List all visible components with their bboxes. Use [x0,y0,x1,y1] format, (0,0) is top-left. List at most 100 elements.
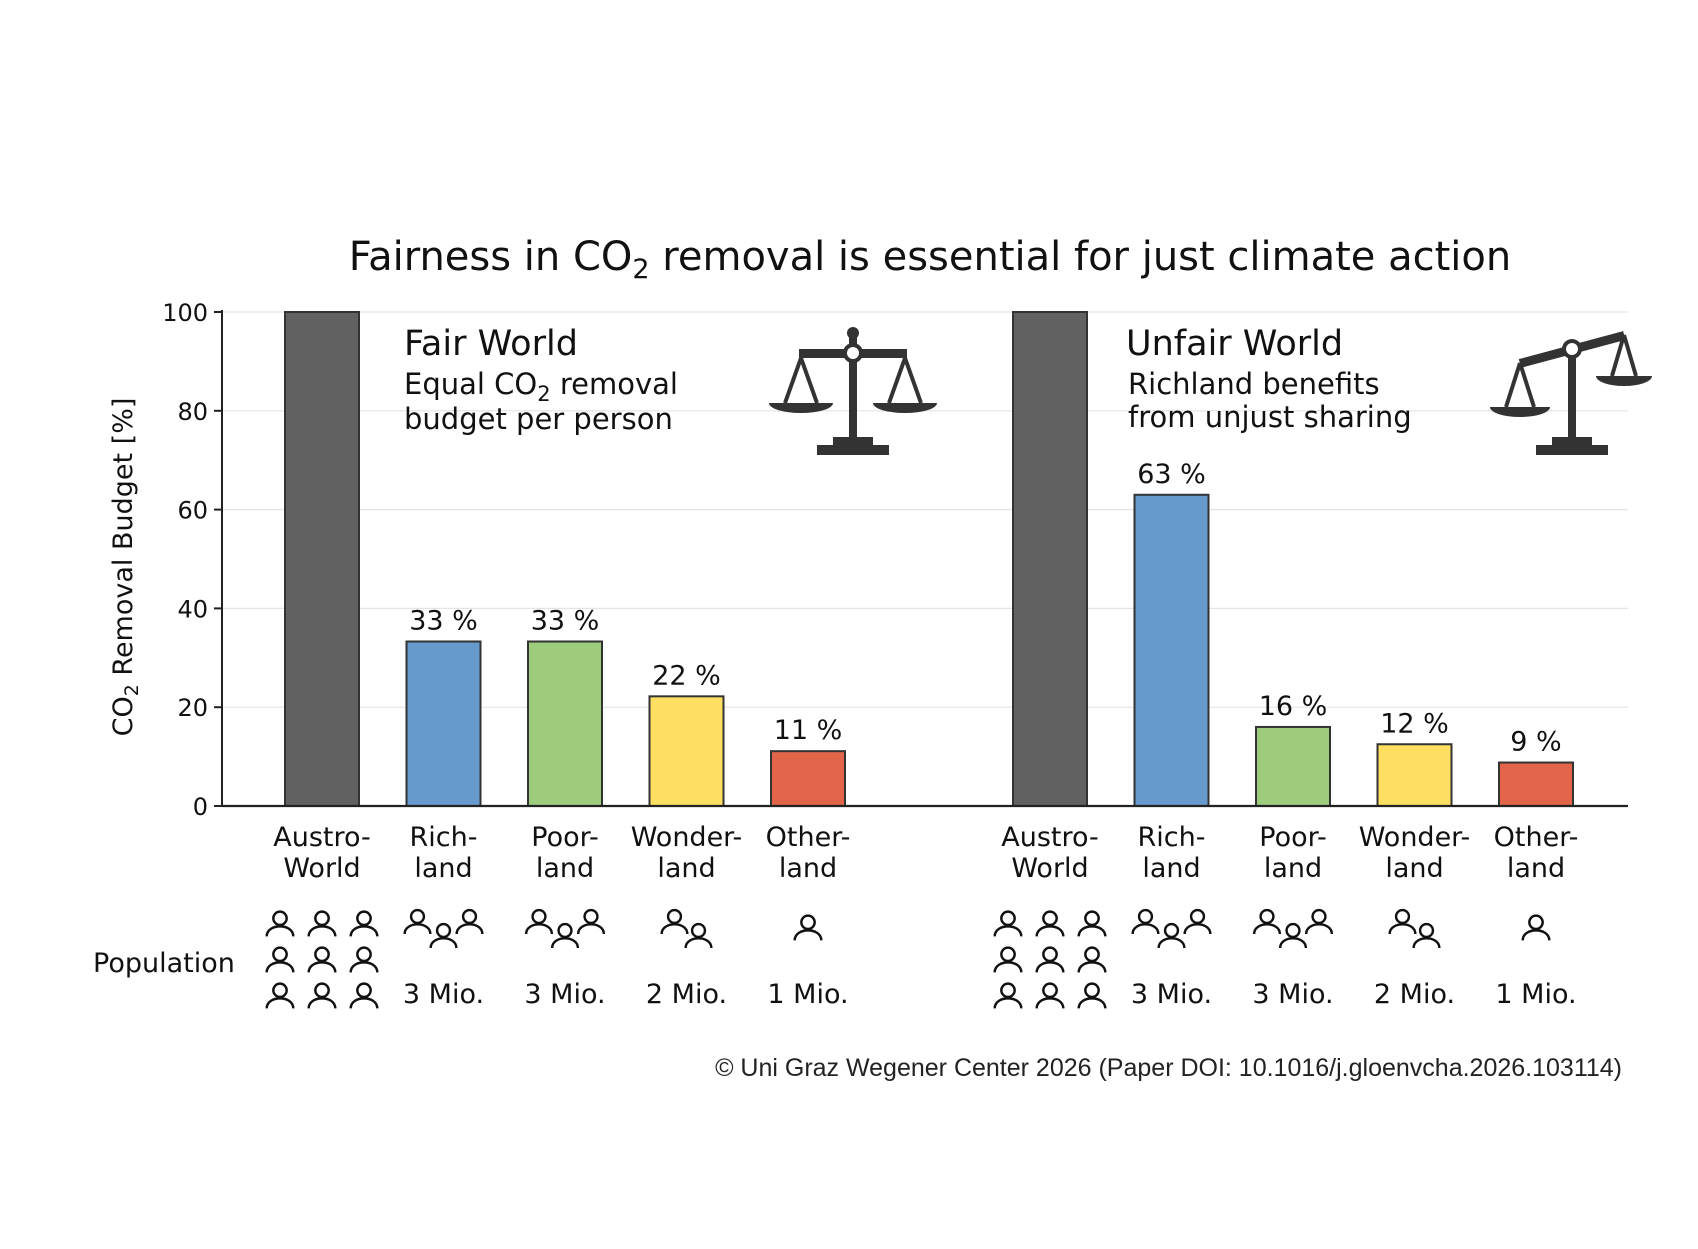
person-icon [265,910,295,937]
data-label: 9 % [1510,727,1561,758]
person-icon [1388,908,1417,935]
person-icon [660,908,689,935]
person-icon [1077,946,1107,973]
person-icon [1521,914,1551,941]
x-tick-label: land [779,853,837,884]
population-value: 1 Mio. [1495,979,1576,1010]
person-icon [349,982,379,1009]
data-label: 11 % [774,715,843,746]
bar-unfair-4 [1498,761,1574,808]
panel-subtitle-unfair-line1: Richland benefits [1128,367,1380,401]
gridlines [222,311,1628,708]
population-value: 3 Mio. [403,979,484,1010]
person-icon [1183,908,1212,935]
panel-unfair-world: Unfair World Richland benefits from unju… [1126,324,1652,455]
person-icon [1077,982,1107,1009]
bar-fair-4 [770,750,846,808]
x-tick-label: Rich- [1138,822,1206,853]
data-label: 16 % [1259,691,1328,722]
bar-unfair-1 [1133,493,1210,807]
x-tick-label: land [1507,853,1565,884]
y-axis-label: CO2 Removal Budget [%] [108,398,143,737]
person-icon [684,922,713,949]
bar-fair-0 [284,311,360,807]
x-tick-label: Rich- [410,822,478,853]
population-label: Population [93,948,235,979]
x-tick-label: land [536,853,594,884]
x-tick-label: Poor- [531,822,598,853]
bar-fair-2 [527,640,603,807]
y-tick-label: 80 [177,398,208,426]
data-label: 22 % [652,660,721,691]
person-icon [307,910,337,937]
person-icon [1278,922,1308,949]
panel-fair-world: Fair World Equal CO2 removal budget per … [404,324,937,455]
data-label: 33 % [409,605,478,636]
person-icon [265,946,295,973]
data-label: 12 % [1380,708,1449,739]
x-tick-label: Wonder- [631,822,743,853]
panel-subtitle-unfair-line2: from unjust sharing [1128,400,1412,434]
person-icon [1035,946,1065,973]
copyright-footer: © Uni Graz Wegener Center 2026 (Paper DO… [715,1054,1622,1082]
bars [284,311,1574,808]
person-icon [576,908,606,935]
x-tick-label: land [1142,853,1200,884]
person-icon [1035,910,1065,937]
population-value: 2 Mio. [1374,979,1455,1010]
x-tick-label: land [1385,853,1443,884]
person-icon [524,908,554,935]
x-tick-label: Poor- [1259,822,1326,853]
person-icon [1304,908,1334,935]
y-tick-label: 0 [193,793,208,821]
person-icon [307,982,337,1009]
data-label: 33 % [531,605,600,636]
x-tick-label: Other- [1494,822,1579,853]
panel-subtitle-fair-line1: Equal CO2 removal [404,367,678,406]
person-icon [993,982,1023,1009]
bar-fair-3 [648,695,725,807]
x-tick-label: land [657,853,715,884]
person-icon [349,910,379,937]
person-icon [265,982,295,1009]
axes: 0 20 40 60 80 100 [162,299,1628,821]
y-tick-label: 20 [177,694,208,722]
population-icons [265,908,1551,1009]
panel-title-unfair: Unfair World [1126,324,1343,364]
bar-unfair-0 [1012,311,1088,807]
y-tick-label: 100 [162,299,208,327]
person-icon [793,914,823,941]
person-icon [993,946,1023,973]
x-tick-label: land [414,853,472,884]
panel-subtitle-fair-line2: budget per person [404,402,673,436]
person-icon [1412,922,1441,949]
person-icon [1035,982,1065,1009]
person-icon [1131,908,1160,935]
person-icon [403,908,432,935]
person-icon [1252,908,1282,935]
person-icon [550,922,580,949]
x-tick-label: land [1264,853,1322,884]
person-icon [307,946,337,973]
x-tick-label: Other- [766,822,851,853]
person-icon [1157,922,1186,949]
x-tick-label: Austro- [1001,822,1099,853]
y-tick-label: 60 [177,497,208,525]
person-icon [429,922,458,949]
population-value: 1 Mio. [767,979,848,1010]
x-tick-label: World [1011,853,1088,884]
population-value: 2 Mio. [646,979,727,1010]
person-icon [455,908,484,935]
population-value: 3 Mio. [524,979,605,1010]
x-tick-label: World [283,853,360,884]
x-tick-label: Wonder- [1359,822,1471,853]
balanced-scale-icon [769,327,937,455]
population-value: 3 Mio. [1131,979,1212,1010]
panel-title-fair: Fair World [404,324,578,364]
bar-unfair-2 [1255,725,1331,808]
person-icon [1077,910,1107,937]
bar-unfair-3 [1376,743,1453,807]
tilted-scale-icon [1490,331,1652,455]
